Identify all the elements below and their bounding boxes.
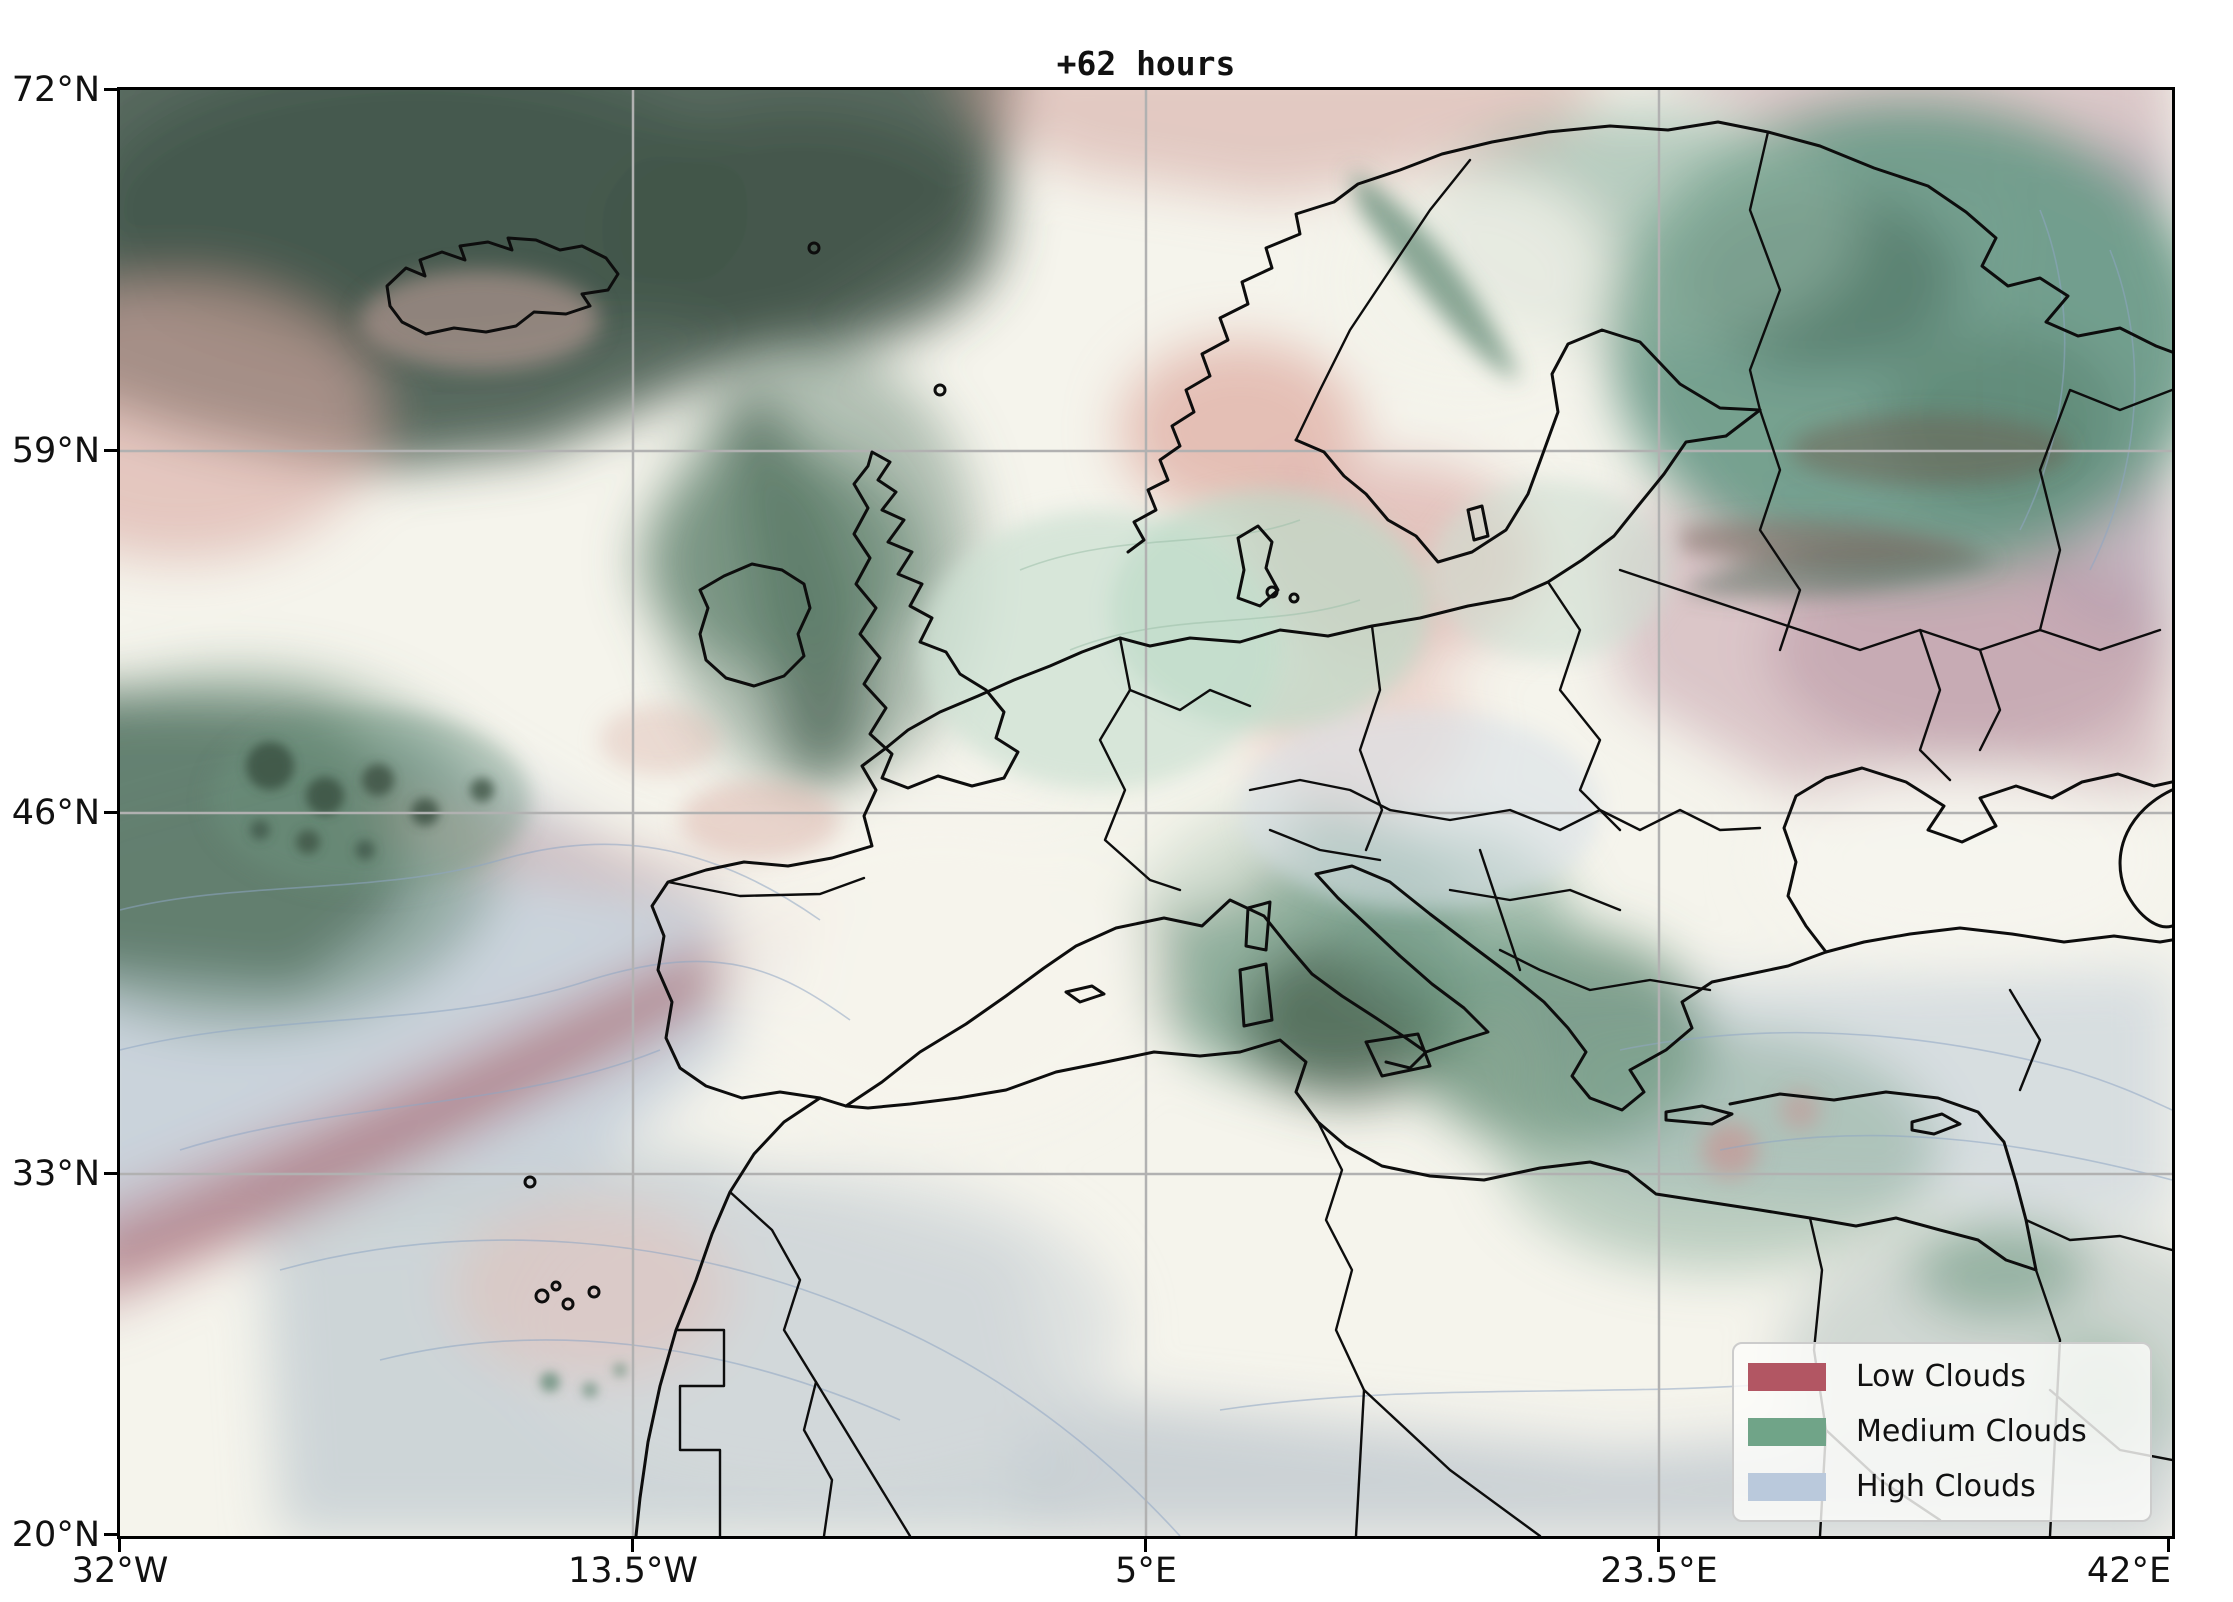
high-clouds-swatch bbox=[1748, 1473, 1826, 1501]
legend-label: High Clouds bbox=[1856, 1469, 2036, 1504]
country-borders bbox=[666, 130, 2172, 1536]
lon-label-13-5w: 13.5°W bbox=[567, 1551, 699, 1591]
lat-label-46n: 46°N bbox=[11, 793, 100, 833]
cloud-cover-rendering bbox=[120, 90, 2172, 1536]
legend-item-high-clouds: High Clouds bbox=[1734, 1465, 2150, 1509]
lat-label-33n: 33°N bbox=[11, 1154, 100, 1194]
legend-item-low-clouds: Low Clouds bbox=[1734, 1355, 2150, 1399]
legend: Low Clouds Medium Clouds High Clouds bbox=[1732, 1342, 2152, 1522]
cloud-cover-map bbox=[117, 87, 2175, 1539]
lon-label-5e: 5°E bbox=[1115, 1551, 1177, 1591]
lon-label-32w: 32°W bbox=[71, 1551, 169, 1591]
x-tick-23-5e bbox=[1657, 1539, 1660, 1552]
lat-label-59n: 59°N bbox=[11, 431, 100, 471]
lead-time-label: +62 hours bbox=[1056, 44, 1236, 83]
lon-label-23-5e: 23.5°E bbox=[1600, 1551, 1718, 1591]
lat-label-72n: 72°N bbox=[11, 70, 100, 110]
x-tick-5e bbox=[1144, 1539, 1147, 1552]
lat-label-20n: 20°N bbox=[11, 1515, 100, 1555]
y-tick-59n bbox=[104, 449, 117, 452]
y-tick-20n bbox=[104, 1533, 117, 1536]
graticule bbox=[120, 90, 2172, 1536]
x-tick-42e bbox=[2167, 1539, 2170, 1552]
coastlines bbox=[385, 120, 2172, 1536]
low-clouds-swatch bbox=[1748, 1363, 1826, 1391]
y-tick-72n bbox=[104, 88, 117, 91]
y-tick-33n bbox=[104, 1172, 117, 1175]
x-tick-13-5w bbox=[631, 1539, 634, 1552]
medium-clouds-swatch bbox=[1748, 1418, 1826, 1446]
lon-label-42e: 42°E bbox=[2086, 1551, 2172, 1591]
x-tick-32w bbox=[118, 1539, 121, 1552]
y-tick-46n bbox=[104, 811, 117, 814]
legend-label: Low Clouds bbox=[1856, 1359, 2026, 1394]
legend-label: Medium Clouds bbox=[1856, 1414, 2087, 1449]
legend-item-medium-clouds: Medium Clouds bbox=[1734, 1410, 2150, 1454]
